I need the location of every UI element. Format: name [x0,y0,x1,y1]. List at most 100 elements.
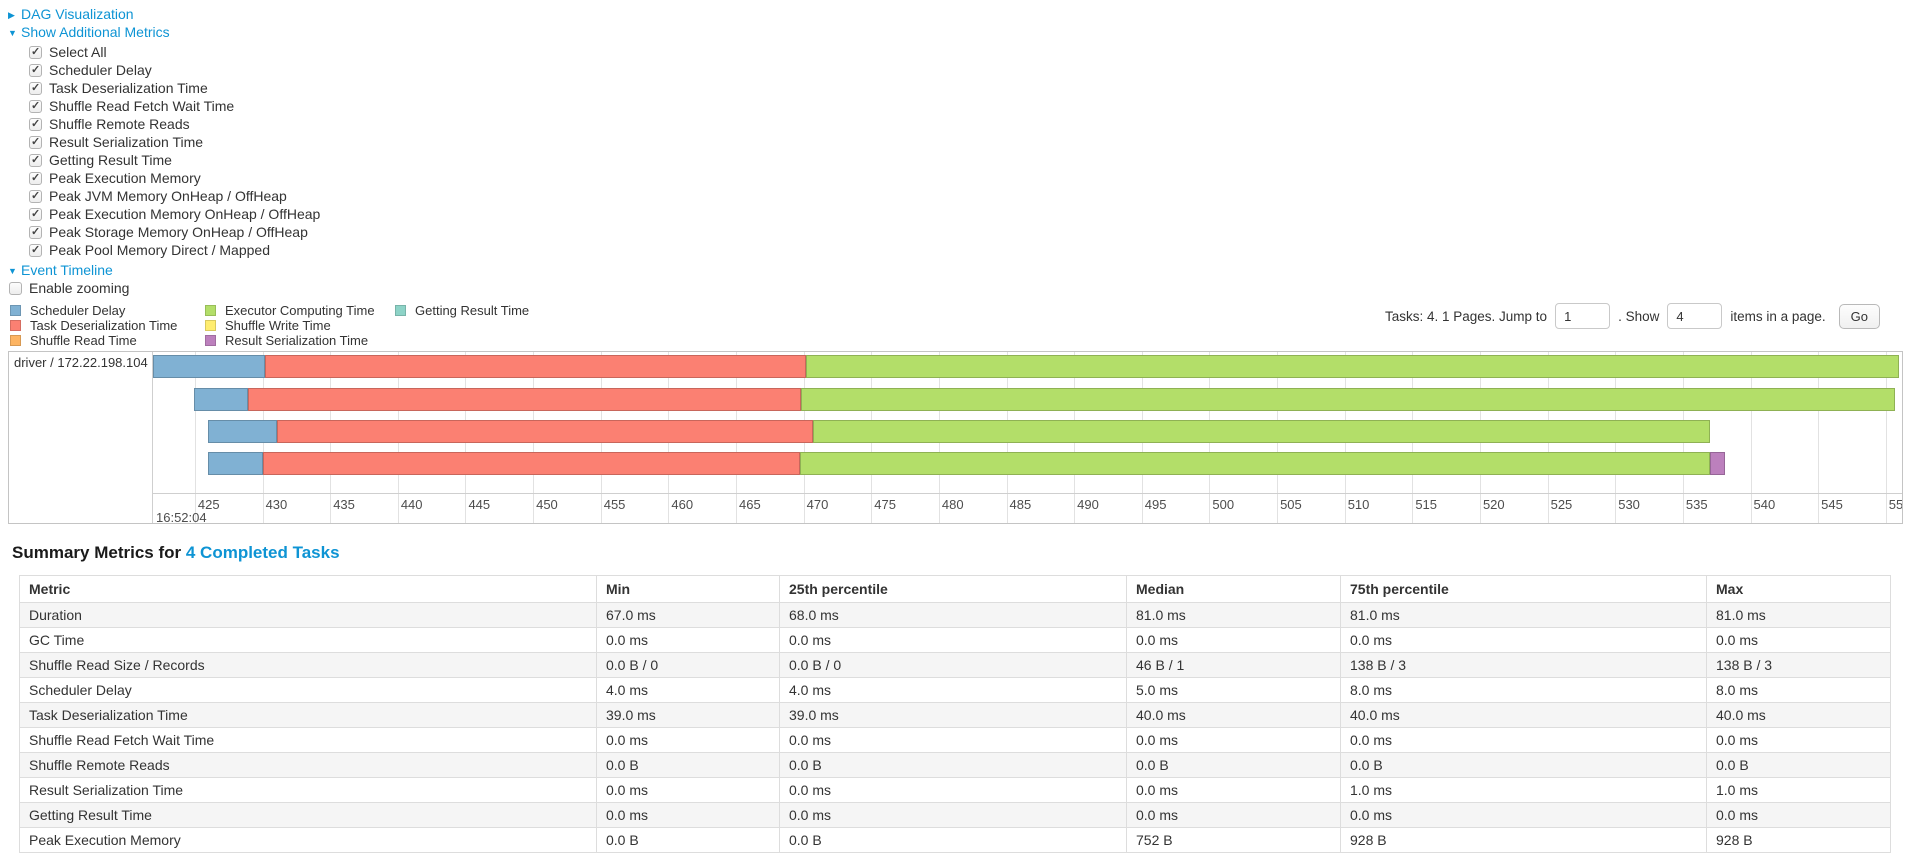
dag-visualization-toggle[interactable]: ▶ DAG Visualization [8,5,1907,23]
metric-checkbox[interactable] [29,207,42,221]
axis-tick-label: 530 [1618,497,1640,512]
timeline-segment-scheduler-delay [153,355,266,378]
timeline-segment-scheduler-delay [193,388,248,411]
collapsed-arrow-icon: ▶ [8,10,15,20]
axis-tick-label: 455 [603,497,626,512]
metric-checkbox-row[interactable]: Peak Execution Memory OnHeap / OffHeap [29,205,1907,223]
expanded-arrow-icon: ▼ [8,266,17,276]
metric-checkbox-label: Peak Pool Memory Direct / Mapped [49,242,270,258]
metric-checkbox-row[interactable]: Shuffle Read Fetch Wait Time [29,97,1907,115]
metric-cell: 0.0 ms [1706,627,1891,653]
axis-tick-label: 470 [806,497,829,512]
column-header: 25th percentile [779,575,1127,603]
axis-tick-label: 440 [400,497,423,512]
metric-cell: 5.0 ms [1126,677,1341,703]
metric-checkbox[interactable] [29,135,42,149]
metric-checkbox-row[interactable]: Result Serialization Time [29,133,1907,151]
metric-checkbox-row[interactable]: Shuffle Remote Reads [29,115,1907,133]
axis-tick-label: 500 [1212,497,1235,512]
metric-cell: 0.0 ms [779,777,1127,803]
pagination-suffix-label: items in a page. [1730,308,1826,324]
expanded-arrow-icon: ▼ [8,28,17,38]
axis-tick-label: 495 [1144,497,1167,512]
metric-checkbox[interactable] [29,243,42,257]
metric-checkbox-row[interactable]: Peak JVM Memory OnHeap / OffHeap [29,187,1907,205]
metric-cell: 67.0 ms [596,602,780,628]
metric-checkbox[interactable] [29,117,42,131]
completed-tasks-link[interactable]: 4 Completed Tasks [185,543,340,562]
timeline-segment-task-deserialization [265,355,807,378]
legend-item: Shuffle Read Time [10,333,205,348]
metric-checkbox[interactable] [29,63,42,77]
metric-cell: Shuffle Read Size / Records [19,652,597,678]
event-timeline-toggle[interactable]: ▼ Event Timeline [8,261,1907,279]
metric-cell: 39.0 ms [596,702,780,728]
axis-tick-label: 490 [1077,497,1099,512]
metric-cell: 752 B [1126,827,1341,853]
metric-checkbox[interactable] [29,45,42,59]
summary-metrics-table: Metric Min 25th percentile Median 75th perce… [19,575,1891,853]
legend-and-pagination: Scheduler Delay Task Deserialization Time… [10,303,1907,349]
metric-row: Shuffle Read Fetch Wait Time 0.0 ms 0.0 ms… [19,727,1891,753]
go-button[interactable]: Go [1838,303,1880,329]
legend-swatch-icon [395,305,406,316]
metric-checkbox-row[interactable]: Scheduler Delay [29,61,1907,79]
metric-row: Duration 67.0 ms 68.0 ms 81.0 ms 81.0 ms 81.0… [19,602,1891,628]
metric-checkbox[interactable] [29,153,42,167]
metric-cell: 8.0 ms [1340,677,1707,703]
metric-cell: 0.0 ms [1706,727,1891,753]
metric-checkbox[interactable] [29,189,42,203]
metric-checkbox-label: Shuffle Read Fetch Wait Time [49,98,235,114]
event-timeline-chart: 16:52:04 425 430 435 440 445 450 455 460 465 470 4… [8,351,1903,524]
metric-checkbox[interactable] [29,99,42,113]
enable-zooming-label: Enable zooming [29,280,130,296]
metric-checkbox-row[interactable]: Select All [29,43,1907,61]
metric-cell: 0.0 ms [596,777,780,803]
legend-label: Shuffle Write Time [225,318,331,333]
legend-label: Executor Computing Time [225,303,375,318]
metric-cell: 0.0 B [1340,752,1707,778]
metric-cell: Shuffle Remote Reads [19,752,597,778]
metric-row: Peak Execution Memory 0.0 B 0.0 B 752 B 928 … [19,827,1891,853]
metric-cell: 0.0 ms [1340,802,1707,828]
timeline-segment-result-serialization [1709,452,1725,475]
dag-visualization-link[interactable]: DAG Visualization [21,6,134,22]
metric-cell: 40.0 ms [1126,702,1341,728]
legend-item: Scheduler Delay [10,303,205,318]
enable-zooming-checkbox[interactable] [9,281,22,295]
legend-column: Scheduler Delay Task Deserialization Time… [10,303,205,348]
summary-title-prefix: Summary Metrics for [12,543,182,562]
metric-row: GC Time 0.0 ms 0.0 ms 0.0 ms 0.0 ms 0.0 ms [19,627,1891,653]
event-timeline-link[interactable]: Event Timeline [21,262,113,278]
metric-row: Shuffle Remote Reads 0.0 B 0.0 B 0.0 B 0.0 B… [19,752,1891,778]
show-additional-metrics-toggle[interactable]: ▼ Show Additional Metrics [8,23,1907,41]
stage-controls: ▶ DAG Visualization ▼ Show Additional Metr… [0,0,1907,297]
enable-zooming-row[interactable]: Enable zooming [9,279,1907,297]
axis-tick-label: 435 [333,497,355,512]
metric-checkbox[interactable] [29,81,42,95]
metric-cell: 0.0 ms [1126,627,1341,653]
metric-checkbox-row[interactable]: Task Deserialization Time [29,79,1907,97]
metric-checkbox-row[interactable]: Peak Storage Memory OnHeap / OffHeap [29,223,1907,241]
metric-row: Shuffle Read Size / Records 0.0 B / 0 0.0 … [19,652,1891,678]
axis-tick-label: 465 [738,497,761,512]
metric-checkbox-row[interactable]: Peak Pool Memory Direct / Mapped [29,241,1907,259]
metric-row: Scheduler Delay 4.0 ms 4.0 ms 5.0 ms 8.0 ms 8… [19,677,1891,703]
metric-checkbox-label: Peak JVM Memory OnHeap / OffHeap [49,188,287,204]
metric-checkbox-row[interactable]: Getting Result Time [29,151,1907,169]
timeline-task-row [153,452,1902,475]
legend-swatch-icon [10,320,21,331]
metric-cell: 40.0 ms [1340,702,1707,728]
axis-tick-label: 520 [1482,497,1505,512]
metric-checkbox[interactable] [29,171,42,185]
jump-to-page-input[interactable] [1555,303,1611,329]
column-header: Max [1706,575,1891,603]
show-additional-metrics-link[interactable]: Show Additional Metrics [21,24,170,40]
items-per-page-input[interactable] [1667,303,1723,329]
legend-label: Task Deserialization Time [30,318,178,333]
metric-checkbox[interactable] [29,225,42,239]
metric-cell: 0.0 B [1706,752,1891,778]
metric-checkbox-row[interactable]: Peak Execution Memory [29,169,1907,187]
metric-cell: 0.0 ms [596,802,780,828]
